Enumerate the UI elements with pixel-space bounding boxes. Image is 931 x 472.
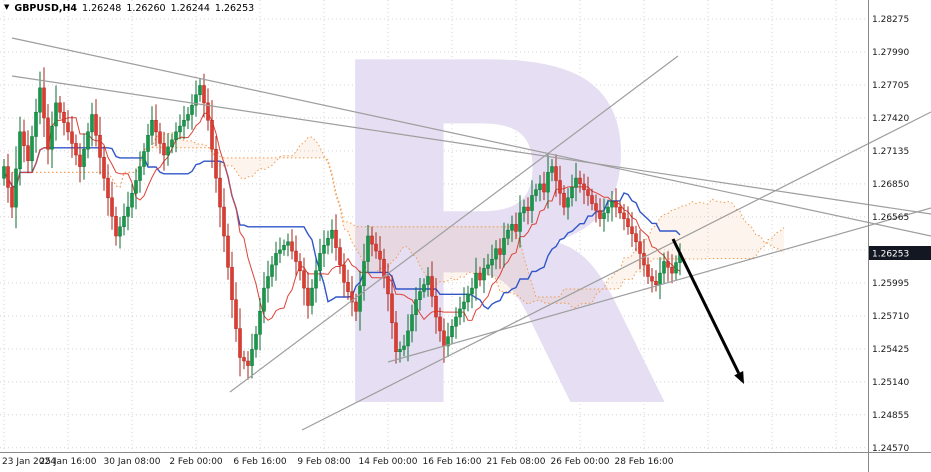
time-axis-label: 6 Feb 16:00 bbox=[233, 457, 287, 467]
price-axis-label: 1.26850 bbox=[872, 180, 909, 190]
kijun-sen-line bbox=[3, 147, 681, 310]
price-axis: 1.28275 1.27990 1.27705 1.27420 1.27135 1.268… bbox=[869, 15, 931, 454]
price-axis-label: 1.27420 bbox=[872, 114, 909, 124]
close-value: 1.26253 bbox=[214, 3, 255, 14]
current-price-label: 1.26253 bbox=[872, 250, 909, 260]
open-value: 1.26248 bbox=[82, 3, 122, 14]
time-axis-label: 25 Jan 16:00 bbox=[40, 457, 97, 467]
time-axis-label: 26 Feb 00:00 bbox=[550, 457, 609, 467]
candles-layer bbox=[2, 67, 682, 380]
time-axis-label: 30 Jan 08:00 bbox=[104, 457, 161, 467]
price-axis-label: 1.25995 bbox=[872, 279, 909, 289]
tenkan-sen-line bbox=[3, 112, 681, 321]
time-axis-label: 9 Feb 08:00 bbox=[297, 457, 351, 467]
chart-marker-icon: ▼ bbox=[4, 3, 10, 11]
senkou-span-b-line bbox=[4, 147, 785, 298]
time-axis-label: 2 Feb 00:00 bbox=[169, 457, 223, 467]
time-axis-label: 21 Feb 08:00 bbox=[486, 457, 545, 467]
current-price-box bbox=[869, 246, 931, 260]
trendline[interactable] bbox=[229, 55, 679, 393]
price-axis-label: 1.26565 bbox=[872, 213, 909, 223]
symbol-label: GBPUSD,H4 bbox=[14, 3, 78, 14]
price-axis-label: 1.25710 bbox=[872, 312, 909, 322]
price-axis-label: 1.27135 bbox=[872, 147, 909, 157]
grid bbox=[0, 0, 868, 452]
price-axis-label: 1.25140 bbox=[872, 378, 909, 388]
time-axis-label: 28 Feb 16:00 bbox=[614, 457, 673, 467]
trendline[interactable] bbox=[387, 207, 931, 363]
trendline[interactable] bbox=[11, 37, 931, 237]
trendline[interactable] bbox=[301, 111, 931, 431]
low-value: 1.26244 bbox=[170, 3, 210, 14]
price-axis-label: 1.24570 bbox=[872, 444, 909, 454]
price-axis-label: 1.27705 bbox=[872, 81, 909, 91]
price-axis-label: 1.24855 bbox=[872, 411, 909, 421]
ohlc-header: ▼ GBPUSD,H4 1.26248 1.26260 1.26244 1.26… bbox=[4, 3, 254, 14]
time-axis-label: 23 Jan 2024 bbox=[2, 457, 56, 467]
time-axis-label: 16 Feb 16:00 bbox=[422, 457, 481, 467]
price-axis-label: 1.28275 bbox=[872, 15, 909, 25]
trendline[interactable] bbox=[11, 75, 931, 215]
high-value: 1.26260 bbox=[126, 3, 166, 14]
time-axis-label: 14 Feb 00:00 bbox=[358, 457, 417, 467]
price-axis-label: 1.25425 bbox=[872, 345, 909, 355]
trend-arrow-head[interactable] bbox=[734, 371, 744, 384]
price-axis-label: 1.27990 bbox=[872, 48, 909, 58]
trend-arrow[interactable] bbox=[671, 238, 741, 374]
